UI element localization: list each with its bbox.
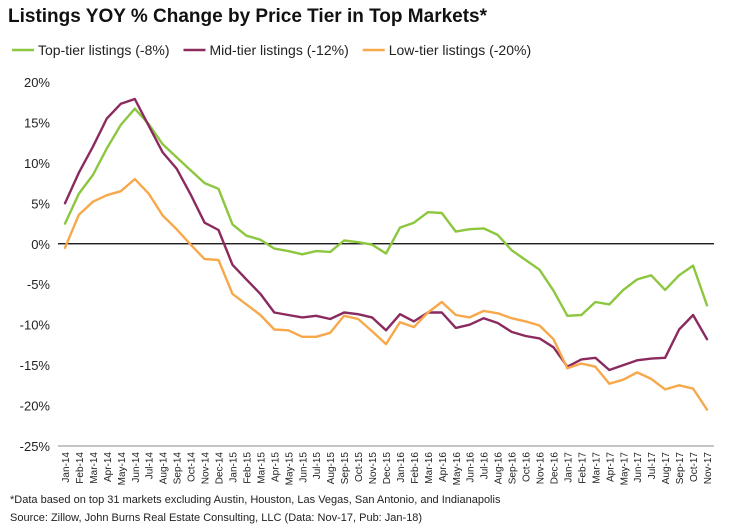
x-tick-label: May-15 [284, 452, 295, 486]
chart-title: Listings YOY % Change by Price Tier in T… [8, 6, 488, 27]
x-tick-label: Feb-17 [577, 452, 588, 484]
y-tick-label: -25% [20, 439, 51, 454]
x-tick-label: Jan-17 [563, 452, 574, 483]
legend-label-0: Top-tier listings (-8%) [38, 42, 169, 58]
x-tick-label: Nov-16 [536, 452, 547, 485]
x-tick-label: Mar-14 [89, 452, 100, 484]
series-line-0 [63, 107, 709, 317]
x-tick-label: Dec-14 [215, 452, 226, 485]
x-tick-label: Oct-16 [522, 452, 533, 482]
x-tick-label: Jun-16 [466, 452, 477, 483]
y-tick-label: -5% [27, 277, 51, 292]
x-tick-label: Oct-14 [187, 452, 198, 482]
y-tick-label: -20% [20, 399, 51, 414]
x-tick-label: Apr-14 [103, 452, 114, 482]
x-tick-label: May-16 [452, 452, 463, 486]
x-tick-label: Nov-15 [368, 452, 379, 485]
x-tick-label: Apr-15 [270, 452, 281, 482]
x-tick-label: Nov-17 [703, 452, 714, 485]
x-tick-label: Aug-15 [326, 452, 337, 485]
x-tick-label: Sep-14 [173, 452, 184, 485]
y-tick-label: 5% [31, 196, 50, 211]
x-tick-label: Jan-15 [228, 452, 239, 483]
x-tick-label: Jun-14 [131, 452, 142, 483]
x-tick-label: Jan-16 [396, 452, 407, 483]
chart-footnote: *Data based on top 31 markets excluding … [10, 494, 501, 506]
x-tick-label: Jul-15 [312, 452, 323, 480]
x-tick-label: Aug-17 [661, 452, 672, 485]
x-tick-label: Apr-17 [605, 452, 616, 482]
x-tick-label: Jul-14 [145, 452, 156, 480]
x-tick-label: Nov-14 [201, 452, 212, 485]
x-tick-label: Jan-14 [61, 452, 72, 483]
y-tick-label: 20% [24, 75, 50, 90]
x-tick-label: Mar-15 [256, 452, 267, 484]
x-tick-label: Aug-16 [494, 452, 505, 485]
x-tick-label: Feb-15 [242, 452, 253, 484]
x-tick-label: Jul-16 [480, 452, 491, 480]
y-tick-label: 15% [24, 115, 50, 130]
x-tick-label: Oct-15 [354, 452, 365, 482]
x-tick-label: Mar-17 [591, 452, 602, 484]
x-tick-label: Aug-14 [159, 452, 170, 485]
x-tick-label: Sep-15 [340, 452, 351, 485]
series-line-1 [63, 97, 709, 372]
x-tick-label: Dec-15 [382, 452, 393, 485]
chart-source: Source: Zillow, John Burns Real Estate C… [10, 512, 423, 524]
x-tick-label: Apr-16 [438, 452, 449, 482]
x-tick-label: Feb-14 [75, 452, 86, 484]
legend-label-1: Mid-tier listings (-12%) [209, 42, 348, 58]
x-tick-label: Feb-16 [410, 452, 421, 484]
x-tick-label: Jun-17 [633, 452, 644, 483]
x-tick-label: Oct-17 [689, 452, 700, 482]
y-tick-label: 0% [31, 237, 50, 252]
y-tick-label: 10% [24, 156, 50, 171]
x-tick-label: Mar-16 [424, 452, 435, 484]
series-line-2 [63, 177, 709, 411]
y-tick-label: -15% [20, 358, 51, 373]
y-tick-label: -10% [20, 318, 51, 333]
line-chart: Top-tier listings (-8%) Mid-tier listings… [12, 42, 714, 486]
x-tick-label: May-17 [619, 452, 630, 486]
x-tick-label: Sep-16 [508, 452, 519, 485]
legend-label-2: Low-tier listings (-20%) [389, 42, 531, 58]
x-tick-label: Dec-16 [549, 452, 560, 485]
x-tick-label: Sep-17 [675, 452, 686, 485]
x-tick-label: Jul-17 [647, 452, 658, 480]
x-tick-label: May-14 [117, 452, 128, 486]
x-tick-label: Jun-15 [298, 452, 309, 483]
